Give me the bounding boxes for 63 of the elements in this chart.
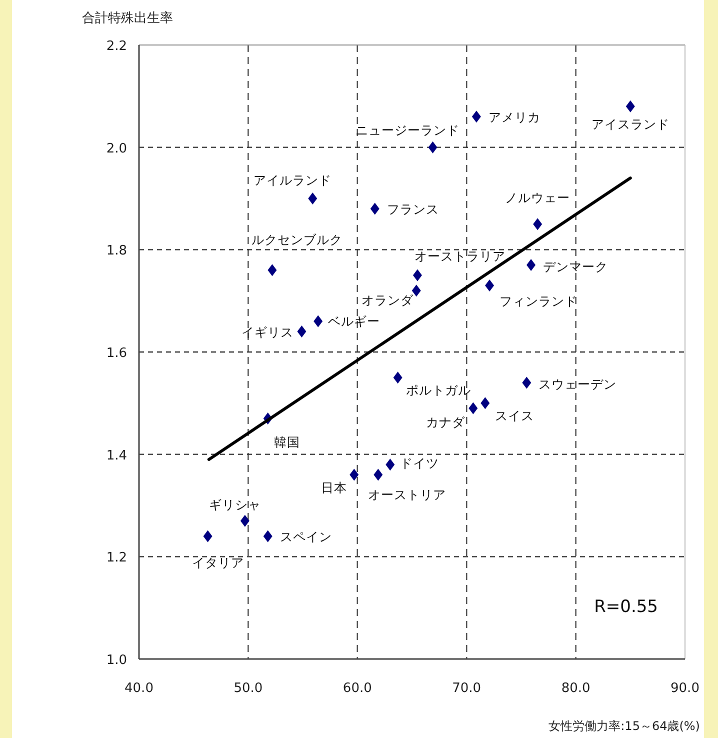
- annotation: 日本: [321, 480, 348, 495]
- x-tick-label: 50.0: [234, 681, 263, 696]
- y-tick-label: 2.2: [106, 39, 127, 54]
- point: [386, 458, 395, 471]
- annotation: ニュージーランド: [356, 122, 460, 138]
- point: [203, 530, 212, 542]
- y-tick-label: 2.0: [106, 141, 127, 156]
- point: [468, 402, 478, 414]
- annotation: アイスランド: [591, 116, 670, 132]
- point: [412, 284, 421, 297]
- x-axis-title: 女性労働力率:15～64歳(%): [548, 719, 700, 733]
- annotation: イタリア: [192, 555, 244, 570]
- annotation: ポルトガル: [406, 382, 471, 398]
- annotation: デンマーク: [543, 259, 608, 274]
- point: [240, 514, 250, 527]
- annotation: スイス: [495, 408, 534, 424]
- y-tick-label: 1.6: [106, 346, 127, 361]
- point: [268, 264, 277, 276]
- y-tick-label: 1.0: [106, 653, 127, 668]
- point: [297, 326, 306, 338]
- annotation: フィンランド: [500, 293, 578, 308]
- annotation: アメリカ: [488, 110, 540, 125]
- y-tick-label: 1.8: [106, 244, 127, 259]
- point: [370, 202, 380, 215]
- point: [480, 397, 490, 410]
- x-tick-label: 40.0: [124, 681, 154, 696]
- x-tick-label: 80.0: [561, 681, 590, 696]
- point: [626, 100, 635, 112]
- annotation: スウェーデン: [538, 376, 617, 392]
- annotation: ギリシャ: [208, 496, 261, 512]
- point: [485, 279, 494, 292]
- point: [533, 218, 542, 230]
- x-tick-label: 90.0: [670, 681, 700, 696]
- point: [393, 372, 402, 384]
- annotation: カナダ: [426, 414, 466, 430]
- annotation: R=0.55: [594, 597, 658, 617]
- annotation: オーストリア: [368, 486, 446, 502]
- point: [308, 192, 318, 204]
- annotation: オランダ: [361, 292, 414, 308]
- point: [428, 141, 438, 154]
- annotation: イギリス: [242, 324, 294, 340]
- annotation: ドイツ: [400, 456, 440, 471]
- point: [263, 530, 272, 542]
- point: [472, 110, 481, 123]
- point: [314, 315, 323, 328]
- annotation: アイルランド: [254, 172, 332, 188]
- annotation: ベルギー: [328, 313, 380, 328]
- annotation: ノルウェー: [505, 190, 570, 206]
- annotation: ルクセンブルク: [252, 232, 343, 248]
- annotation: スペイン: [280, 529, 332, 544]
- y-axis-title: 合計特殊出生率: [82, 10, 173, 26]
- annotation: オーストラリア: [414, 248, 506, 264]
- y-tick-label: 1.4: [106, 448, 127, 464]
- annotation: フランス: [386, 202, 439, 217]
- point: [412, 269, 422, 282]
- point: [374, 468, 383, 481]
- point: [350, 468, 359, 481]
- y-tick-label: 1.2: [106, 550, 127, 566]
- x-tick-label: 60.0: [342, 681, 372, 696]
- point: [522, 376, 532, 389]
- annotation: 韓国: [274, 434, 300, 450]
- x-tick-label: 70.0: [452, 681, 482, 696]
- point: [526, 259, 536, 272]
